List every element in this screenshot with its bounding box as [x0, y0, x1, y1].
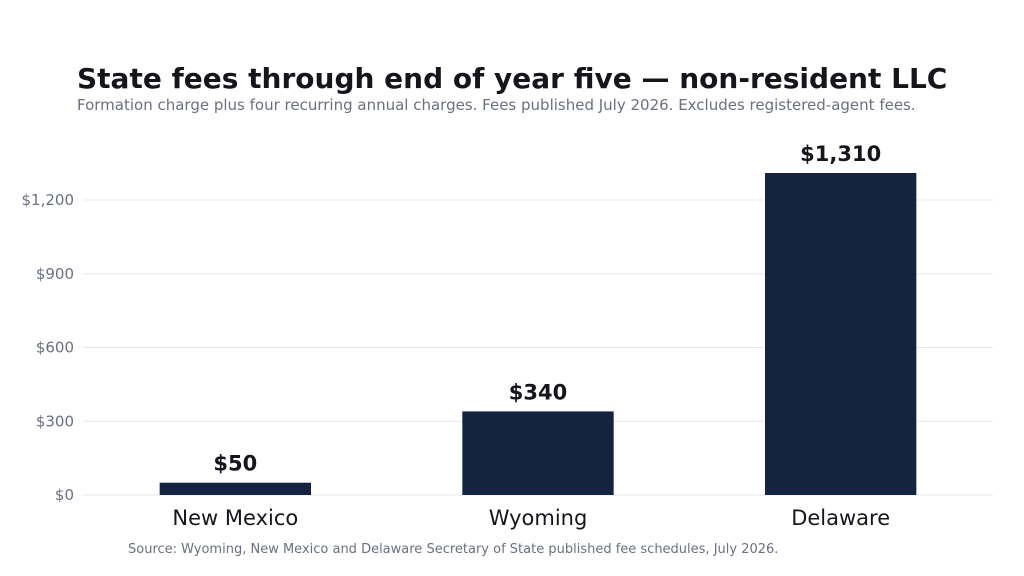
y-tick-label: $0: [55, 486, 74, 504]
bar-wyoming: [462, 411, 614, 495]
chart-subtitle: Formation charge plus four recurring ann…: [77, 96, 916, 114]
x-category-label: Wyoming: [489, 506, 588, 530]
bar-value-label: $340: [509, 380, 567, 404]
x-category-label: New Mexico: [172, 506, 298, 530]
y-axis-ticks: $0 $300 $600 $900 $1,200: [22, 191, 75, 504]
bar-new-mexico: [159, 482, 311, 495]
x-category-label: Delaware: [791, 506, 890, 530]
bar-value-label: $50: [213, 452, 257, 476]
bar-value-label: $1,310: [800, 142, 881, 166]
y-tick-label: $300: [36, 412, 74, 430]
y-tick-label: $600: [36, 339, 74, 357]
bar-delaware: [765, 173, 917, 495]
chart-title: State fees through end of year five — no…: [77, 62, 948, 95]
y-tick-label: $900: [36, 265, 74, 283]
data-labels: $50 $340 $1,310: [213, 142, 881, 476]
y-tick-label: $1,200: [22, 191, 75, 209]
bars: [159, 173, 917, 495]
x-axis-labels: New Mexico Wyoming Delaware: [172, 506, 890, 530]
chart-source-note: Source: Wyoming, New Mexico and Delaware…: [128, 542, 779, 557]
